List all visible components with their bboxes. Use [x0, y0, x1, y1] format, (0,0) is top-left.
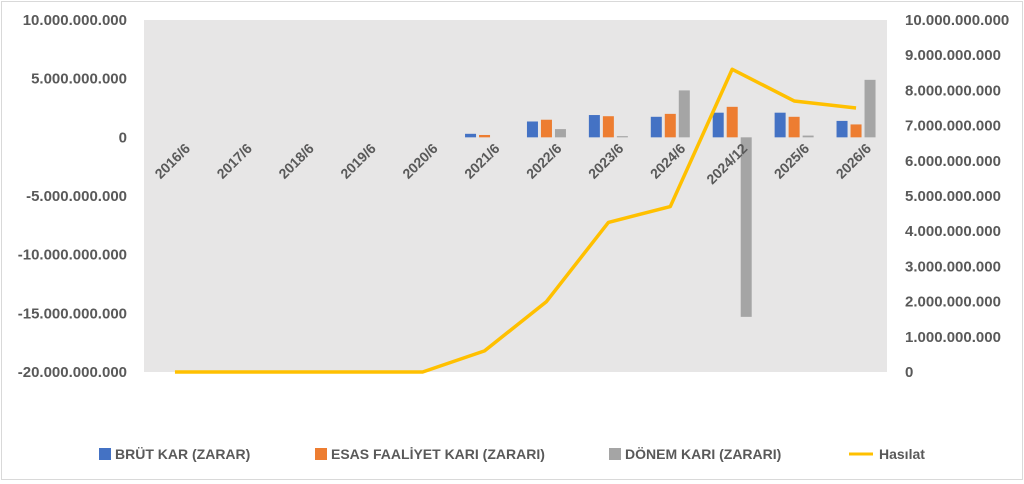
revenue-line — [174, 67, 857, 374]
left-axis: 10.000.000.000 5.000.000.000 0 -5.000.000.0… — [18, 12, 127, 381]
bar — [836, 120, 848, 138]
right-axis: 10.000.000.000 9.000.000.000 8.000.000.000… — [905, 12, 1009, 381]
bar — [864, 79, 876, 138]
bar — [602, 116, 614, 138]
legend-label: DÖNEM KARI (ZARARI) — [625, 446, 781, 462]
left-tick-label: -20.000.000.000 — [18, 364, 127, 381]
bar-series — [465, 79, 876, 317]
bar — [465, 133, 477, 138]
left-tick-label: -15.000.000.000 — [18, 305, 127, 322]
right-tick-label: 7.000.000.000 — [905, 118, 1001, 135]
bar — [588, 115, 600, 138]
legend-swatch — [99, 448, 111, 460]
right-tick-label: 0 — [905, 364, 913, 381]
bar — [850, 124, 862, 138]
legend: BRÜT KAR (ZARAR) ESAS FAALİYET KARI (ZARA… — [99, 446, 925, 462]
legend-swatch — [609, 448, 621, 460]
right-tick-label: 8.000.000.000 — [905, 82, 1001, 99]
line-series — [174, 67, 857, 374]
bar — [526, 121, 538, 138]
left-tick-label: 10.000.000.000 — [23, 12, 127, 29]
plot-area — [144, 20, 887, 372]
bar — [740, 137, 752, 317]
legend-label: ESAS FAALİYET KARI (ZARARI) — [331, 446, 545, 462]
right-tick-label: 10.000.000.000 — [905, 12, 1009, 29]
legend-swatch — [315, 448, 327, 460]
right-tick-label: 5.000.000.000 — [905, 188, 1001, 205]
bar — [616, 136, 628, 138]
bar — [788, 116, 800, 138]
right-tick-label: 9.000.000.000 — [905, 47, 1001, 64]
bar — [774, 112, 786, 138]
right-tick-label: 2.000.000.000 — [905, 294, 1001, 311]
left-tick-label: -5.000.000.000 — [26, 188, 127, 205]
right-tick-label: 4.000.000.000 — [905, 223, 1001, 240]
bar — [540, 119, 552, 138]
left-tick-label: 0 — [119, 129, 127, 146]
right-tick-label: 6.000.000.000 — [905, 153, 1001, 170]
bar — [802, 135, 814, 138]
legend-label: BRÜT KAR (ZARAR) — [115, 446, 250, 462]
right-tick-label: 1.000.000.000 — [905, 329, 1001, 346]
right-tick-label: 3.000.000.000 — [905, 258, 1001, 275]
bar — [664, 113, 676, 138]
bar — [712, 112, 724, 138]
left-tick-label: 5.000.000.000 — [31, 71, 127, 88]
bar — [678, 90, 690, 138]
bar — [479, 134, 491, 138]
bar — [650, 116, 662, 138]
bar — [726, 106, 738, 138]
left-tick-label: -10.000.000.000 — [18, 247, 127, 264]
legend-label: Hasılat — [879, 446, 925, 462]
bar — [554, 129, 566, 138]
